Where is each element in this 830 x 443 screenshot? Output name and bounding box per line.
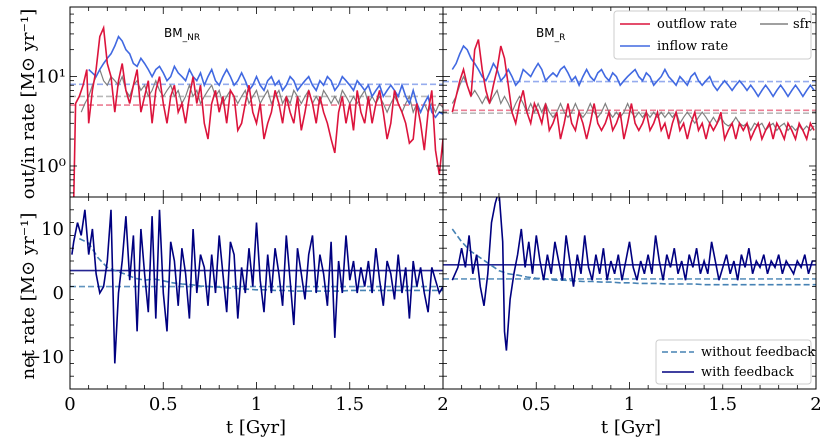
x-tick-label: 1.5	[708, 394, 737, 415]
legend-bottom: without feedback with feedback	[655, 339, 815, 385]
xlabel-right: t [Gyr]	[601, 417, 661, 438]
legend-sfr-label: sfr	[793, 17, 811, 32]
inflow-series	[451, 44, 815, 98]
panel-title-bm-r: BM_R	[536, 26, 565, 43]
with-feedback-series	[71, 209, 443, 364]
panel-bm-r-top	[442, 6, 817, 198]
x-tick-label: 1.5	[335, 394, 364, 415]
sfr-series	[451, 75, 815, 132]
xlabel: t [Gyr]	[226, 417, 286, 438]
top-plot-area	[443, 39, 816, 143]
top-frame	[69, 6, 444, 198]
top-ylabel: out/in rate [M⊙ yr⁻¹]	[18, 9, 39, 200]
bottom-plot-area	[70, 209, 443, 364]
panel-bm-nr-top: 10⁰ 10¹	[36, 6, 444, 198]
bottom-plot-area	[443, 197, 816, 351]
x-tick-label: 2	[810, 394, 821, 415]
legend-with-feedback-label: with feedback	[701, 365, 794, 380]
x-tick-label: 2	[437, 394, 448, 415]
with-feedback-series	[451, 197, 816, 351]
x-tick-label: 0	[64, 394, 75, 415]
legend-bottom-frame	[655, 339, 812, 385]
legend-top-frame	[613, 10, 812, 60]
legend-without-feedback-label: without feedback	[701, 345, 815, 360]
bottom-ylabel: net rate [M⊙ yr⁻¹]	[18, 213, 39, 380]
sfr-series	[80, 67, 443, 115]
panel-bm-r-bottom: 0.5 1 1.5 2	[442, 196, 822, 415]
legend-outflow-label: outflow rate	[657, 17, 737, 32]
legend-inflow-label: inflow rate	[657, 39, 728, 54]
top-plot-area	[70, 24, 443, 197]
y-tick-label: 0	[53, 283, 64, 304]
y-tick-label: −10	[26, 347, 64, 368]
legend-top: outflow rate inflow rate sfr	[613, 10, 812, 60]
x-tick-label: 1	[624, 394, 635, 415]
outflow-series	[72, 24, 443, 197]
without-feedback-series	[451, 228, 816, 286]
inflow-series	[88, 35, 443, 119]
y-tick-label: 10⁰	[36, 156, 66, 177]
panel-title-bm-nr: BM_NR	[164, 26, 200, 43]
panel-bm-nr-bottom: −10 0 10 0 0.5 1 1.5 2	[26, 196, 449, 415]
x-tick-label: 1	[251, 394, 262, 415]
x-tick-label: 0.5	[149, 394, 178, 415]
x-tick-label: 0.5	[522, 394, 551, 415]
outflow-series	[451, 39, 815, 143]
y-tick-label: 10¹	[36, 67, 66, 88]
y-tick-label: 10	[41, 219, 64, 240]
